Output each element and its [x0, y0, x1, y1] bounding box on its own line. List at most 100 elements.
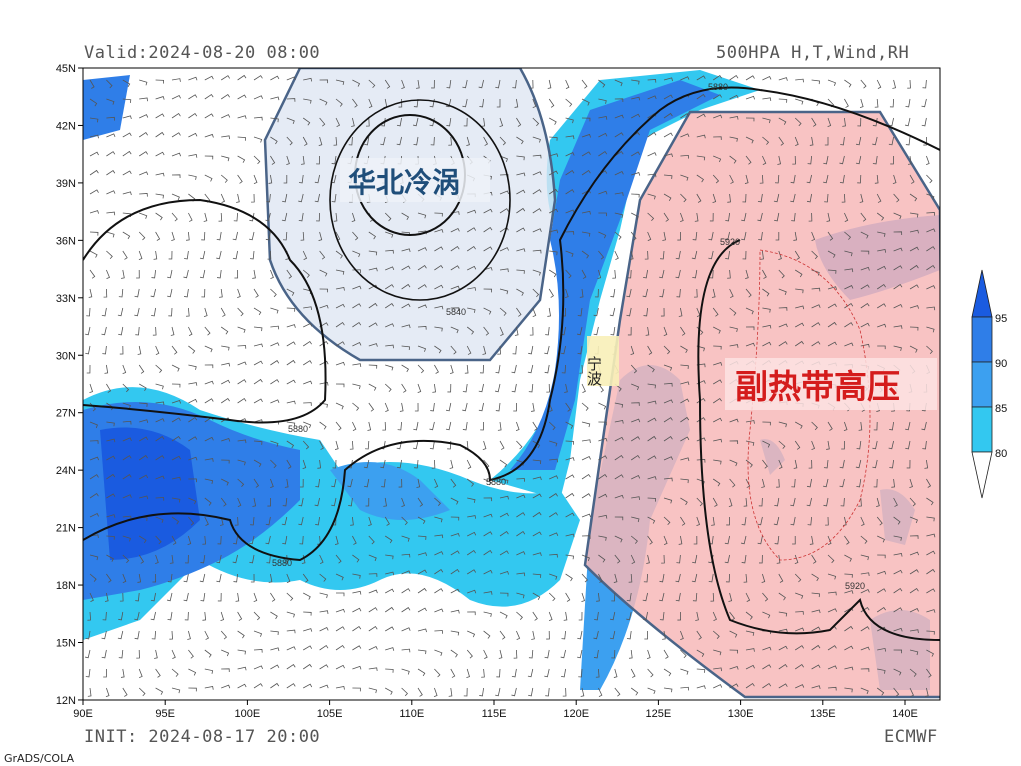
wind-barb — [319, 250, 326, 260]
wind-barb — [609, 307, 616, 317]
wind-barb — [548, 493, 558, 499]
wind-barb — [122, 515, 132, 520]
wind-barb — [382, 421, 386, 431]
wind-barb — [893, 535, 902, 541]
wind-barb — [893, 325, 903, 329]
legend-label: 90 — [995, 358, 1007, 370]
wind-barb — [745, 682, 755, 689]
wind-barb — [530, 402, 535, 412]
wind-barb — [677, 231, 681, 241]
wind-barb — [483, 630, 491, 639]
wind-barb — [155, 687, 164, 695]
wind-barb — [450, 668, 456, 678]
wind-barb — [762, 664, 772, 670]
wind-barb — [696, 459, 706, 463]
wind-barb — [745, 611, 753, 620]
wind-barb — [565, 592, 571, 602]
wind-barb — [253, 378, 263, 385]
wind-barb — [839, 459, 845, 469]
wind-barb — [319, 592, 328, 599]
wind-barb — [644, 630, 648, 640]
wind-barb — [631, 113, 641, 119]
wind-barb — [614, 250, 619, 260]
wind-barb — [549, 136, 558, 141]
wind-barb — [647, 231, 652, 241]
wind-barb — [335, 117, 341, 127]
wind-barb — [89, 210, 99, 214]
wind-barb — [926, 497, 934, 506]
wind-barb — [221, 684, 231, 689]
wind-barb — [467, 497, 476, 503]
wind-barb — [893, 193, 900, 203]
wind-barb — [135, 326, 140, 336]
wind-barb — [351, 212, 356, 222]
wind-barb — [84, 649, 91, 659]
wind-barb — [663, 153, 673, 158]
wind-barb — [499, 611, 508, 619]
wind-barb — [462, 383, 468, 393]
wind-barb — [775, 231, 780, 241]
wind-barb — [827, 117, 832, 127]
wind-barb — [270, 682, 280, 689]
wind-barb — [926, 246, 936, 252]
wind-barb — [663, 649, 669, 659]
wind-barb — [905, 421, 911, 431]
wind-barb — [335, 341, 345, 347]
wind-barb — [614, 454, 624, 461]
wind-barb — [286, 341, 296, 347]
wind-barb — [581, 473, 591, 480]
wind-barb — [877, 231, 886, 237]
wind-barb — [614, 114, 624, 119]
wind-barb — [729, 683, 739, 689]
wind-barb — [926, 211, 936, 216]
wind-barb — [234, 269, 239, 279]
wind-barb — [776, 478, 780, 488]
wind-barb — [122, 455, 132, 461]
wind-barb — [237, 94, 247, 100]
wind-barb — [795, 78, 804, 83]
wind-barb — [794, 664, 804, 670]
wind-barb — [844, 687, 853, 693]
wind-barb — [106, 514, 116, 518]
wind-barb — [742, 250, 747, 260]
wind-barb — [630, 687, 639, 696]
wind-barb — [663, 326, 668, 336]
model-name: ECMWF — [884, 727, 938, 747]
wind-barb — [598, 116, 608, 120]
wind-barb — [253, 398, 263, 404]
wind-barb — [286, 288, 295, 296]
wind-barb — [581, 383, 586, 393]
wind-barb — [303, 421, 312, 429]
wind-barb — [270, 611, 278, 620]
wind-barb — [298, 174, 304, 184]
wind-barb — [253, 478, 260, 488]
subtropical-high-label: 副热带高压 — [735, 367, 900, 406]
wind-barb — [89, 474, 99, 480]
wind-barb — [316, 212, 320, 222]
wind-barb — [872, 440, 878, 450]
wind-barb — [823, 478, 829, 488]
wind-barb — [237, 136, 247, 141]
wind-barb — [286, 400, 296, 405]
wind-barb — [466, 326, 475, 335]
wind-barb — [581, 421, 591, 428]
wind-barb — [352, 285, 362, 290]
contour-5920 — [697, 239, 940, 641]
wind-barb — [823, 174, 829, 184]
wind-barb — [281, 516, 288, 526]
wind-barb — [121, 269, 125, 279]
wind-barb — [220, 307, 226, 317]
wind-barb — [709, 269, 714, 279]
wind-barb — [445, 98, 452, 108]
wind-barb — [253, 95, 263, 100]
wind-barb — [777, 155, 782, 165]
wind-barb — [352, 402, 360, 411]
wind-barb — [286, 592, 294, 602]
wind-barb — [417, 628, 427, 633]
wind-barb — [89, 79, 95, 89]
wind-barb — [286, 629, 296, 634]
wind-barb — [578, 611, 583, 621]
wind-barb — [204, 155, 214, 160]
wind-barb — [237, 288, 241, 298]
wind-barb — [532, 552, 542, 556]
